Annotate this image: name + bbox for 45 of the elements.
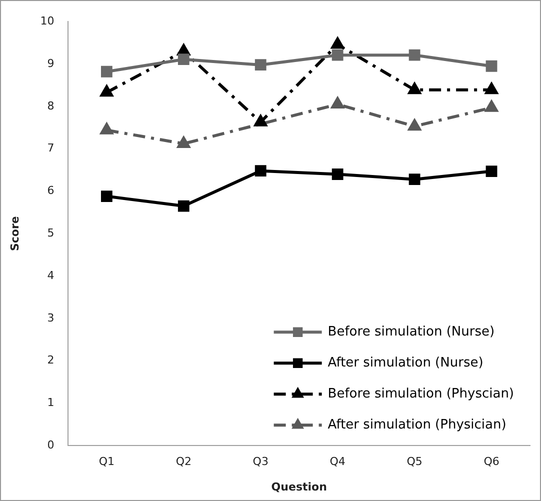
point bbox=[254, 59, 266, 71]
x-axis-title: Question bbox=[271, 480, 327, 494]
point bbox=[408, 49, 420, 61]
y-axis-title: Score bbox=[8, 216, 22, 252]
legend-label: Before simulation (Physcian) bbox=[328, 386, 514, 402]
y-tick-label: 6 bbox=[47, 184, 54, 198]
point bbox=[330, 36, 344, 49]
point bbox=[178, 54, 190, 66]
x-tick-label: Q1 bbox=[98, 455, 115, 468]
point bbox=[332, 168, 344, 180]
y-tick-label: 4 bbox=[47, 268, 54, 282]
x-tick-label: Q3 bbox=[252, 455, 268, 468]
point bbox=[100, 66, 112, 78]
x-tick-label: Q5 bbox=[406, 455, 422, 468]
x-tick-label: Q6 bbox=[484, 455, 500, 468]
point bbox=[408, 82, 422, 94]
point bbox=[484, 82, 498, 94]
point bbox=[330, 96, 344, 109]
point bbox=[486, 166, 498, 177]
point bbox=[100, 122, 114, 134]
legend-label: After simulation (Nurse) bbox=[328, 355, 484, 370]
point bbox=[408, 118, 422, 131]
y-tick-label: 0 bbox=[47, 438, 54, 452]
y-tick-label: 3 bbox=[47, 311, 54, 324]
x-tick-label: Q2 bbox=[176, 455, 192, 468]
y-tick-label: 1 bbox=[47, 396, 54, 410]
point bbox=[178, 200, 190, 212]
legend-label: After simulation (Physician) bbox=[328, 417, 506, 432]
point bbox=[408, 174, 420, 186]
y-tick-label: 9 bbox=[47, 56, 54, 70]
point bbox=[254, 165, 266, 177]
point bbox=[254, 114, 268, 126]
point bbox=[332, 49, 344, 61]
y-tick-label: 2 bbox=[47, 354, 54, 367]
point bbox=[484, 100, 498, 112]
legend-label: Before simulation (Nurse) bbox=[328, 324, 495, 340]
y-tick-label: 8 bbox=[47, 99, 54, 112]
y-tick-label: 5 bbox=[47, 226, 54, 240]
point bbox=[100, 84, 114, 97]
y-tick-label: 10 bbox=[40, 14, 54, 28]
x-tick-label: Q4 bbox=[330, 455, 346, 468]
y-tick-label: 7 bbox=[47, 142, 54, 155]
point bbox=[100, 190, 112, 202]
point bbox=[176, 136, 190, 148]
point bbox=[486, 60, 498, 72]
